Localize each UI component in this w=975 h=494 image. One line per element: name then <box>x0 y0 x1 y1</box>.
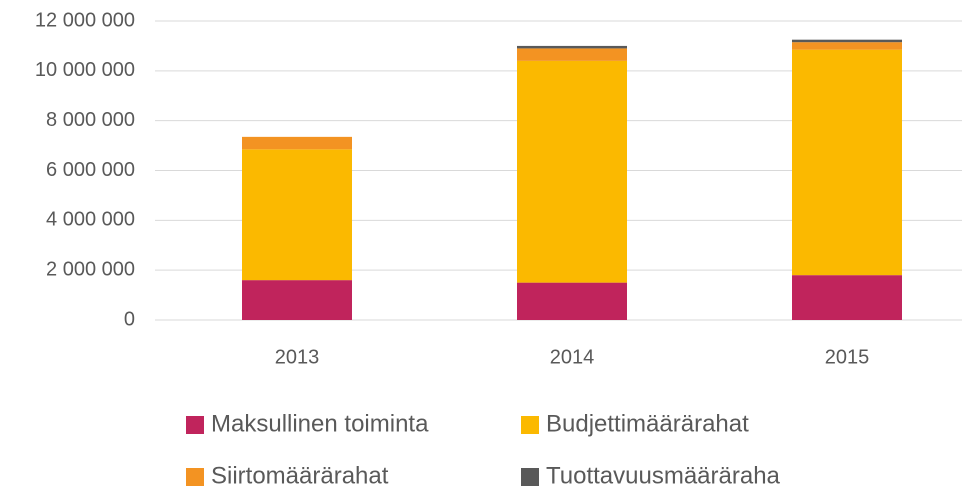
bar-segment <box>792 49 902 276</box>
bar-segment <box>517 60 627 283</box>
bar-segment <box>517 282 627 320</box>
legend-swatch <box>186 416 204 434</box>
y-tick-label: 6 000 000 <box>46 159 135 181</box>
y-tick-label: 0 <box>124 308 135 330</box>
legend-swatch <box>521 468 539 486</box>
legend-swatch <box>186 468 204 486</box>
x-tick-label: 2014 <box>550 346 595 368</box>
bar-segment <box>517 48 627 61</box>
bar-segment <box>242 149 352 281</box>
x-tick-label: 2013 <box>275 346 320 368</box>
y-tick-label: 10 000 000 <box>35 59 135 81</box>
legend-label: Siirtomäärärahat <box>211 462 389 489</box>
legend-label: Tuottavuusmääräraha <box>546 462 781 489</box>
bar-segment <box>242 136 352 150</box>
bar-segment <box>792 39 902 43</box>
bar-segment <box>517 45 627 49</box>
y-tick-label: 2 000 000 <box>46 258 135 280</box>
bar-segment <box>242 280 352 320</box>
y-tick-label: 12 000 000 <box>35 9 135 31</box>
bar-segment <box>792 42 902 50</box>
y-tick-label: 4 000 000 <box>46 209 135 231</box>
legend-label: Budjettimäärärahat <box>546 410 749 437</box>
legend-swatch <box>521 416 539 434</box>
bar-segment <box>792 275 902 320</box>
y-tick-label: 8 000 000 <box>46 109 135 131</box>
x-tick-label: 2015 <box>825 346 870 368</box>
legend-label: Maksullinen toiminta <box>211 410 429 437</box>
